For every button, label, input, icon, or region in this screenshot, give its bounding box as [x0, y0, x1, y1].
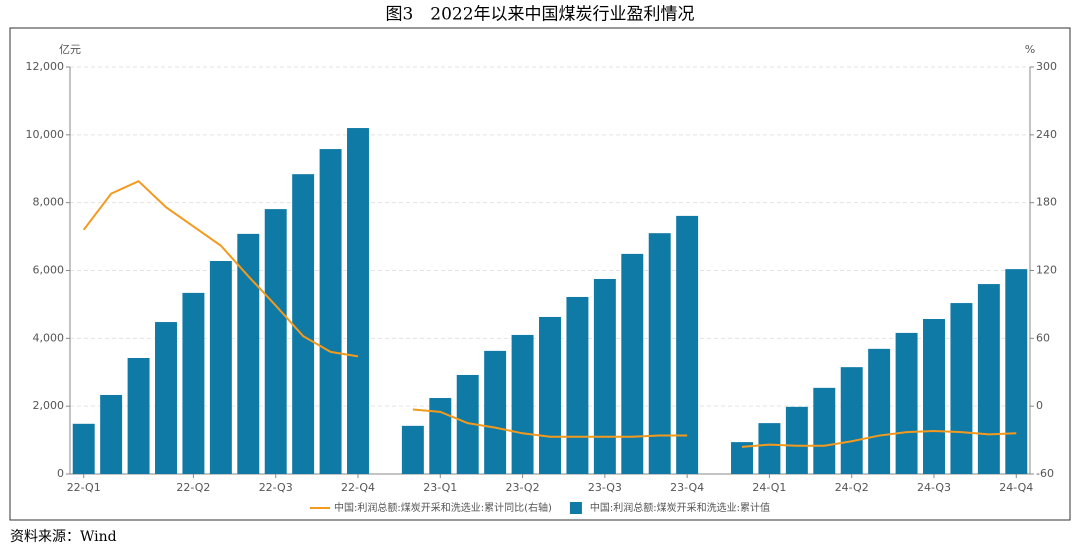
legend-label: 中国:利润总额:煤炭开采和洗选业:累计值 — [590, 501, 770, 514]
bar — [347, 128, 369, 475]
x-tick-label: 23-Q4 — [670, 481, 704, 494]
y2-tick-label: 120 — [1036, 264, 1057, 277]
chart-frame — [9, 27, 1071, 521]
bar — [401, 425, 424, 474]
bar — [484, 350, 507, 474]
bar — [840, 367, 863, 474]
bar — [429, 398, 452, 474]
y-tick-label: 6,000 — [33, 264, 65, 277]
y-tick-label: 2,000 — [33, 399, 65, 412]
x-tick-label: 22-Q3 — [259, 481, 293, 494]
source: 资料来源：Wind — [10, 529, 117, 545]
x-tick-label: 22-Q2 — [176, 481, 210, 494]
bar — [731, 442, 753, 474]
bar — [539, 316, 561, 474]
y2-tick-label: 300 — [1036, 60, 1057, 73]
y-tick-label: 4,000 — [33, 331, 65, 344]
bar — [895, 332, 918, 474]
x-tick-label: 22-Q4 — [341, 481, 375, 494]
y2-tick-label: 60 — [1036, 331, 1050, 344]
chart-title: 图3 2022年以来中国煤炭行业盈利情况 — [385, 5, 694, 25]
bar — [785, 406, 808, 474]
y2-tick-label: 180 — [1036, 196, 1057, 209]
y-tick-label: 12,000 — [26, 60, 65, 73]
bar — [72, 423, 95, 474]
bar — [1005, 269, 1028, 474]
x-tick-label: 24-Q3 — [917, 481, 951, 494]
bar — [621, 253, 644, 474]
bar — [209, 261, 232, 474]
bar — [593, 278, 616, 474]
bar — [237, 233, 260, 474]
bar — [511, 334, 534, 474]
bar — [813, 387, 836, 474]
bar — [319, 149, 342, 474]
y2-tick-label: 0 — [1036, 399, 1043, 412]
x-tick-label: 24-Q1 — [752, 481, 786, 494]
bar — [648, 233, 671, 474]
bar — [868, 348, 891, 474]
y2-tick-label: -60 — [1036, 467, 1054, 480]
bar — [264, 209, 287, 474]
bar — [676, 215, 699, 474]
x-tick-label: 23-Q1 — [423, 481, 457, 494]
bar — [566, 296, 589, 474]
bar — [182, 292, 205, 474]
legend-label: 中国:利润总额:煤炭开采和洗选业:累计同比(右轴) — [334, 501, 552, 514]
y-axis-unit: 亿元 — [59, 43, 81, 56]
y-tick-label: 0 — [57, 467, 64, 480]
bar — [758, 423, 781, 474]
y-tick-label: 8,000 — [33, 196, 65, 209]
bar — [155, 322, 177, 474]
bar — [292, 174, 315, 474]
x-tick-label: 23-Q2 — [506, 481, 540, 494]
bar — [100, 394, 123, 474]
bar — [950, 303, 973, 474]
y-tick-label: 10,000 — [26, 128, 65, 141]
bar — [127, 358, 150, 474]
x-tick-label: 22-Q1 — [67, 481, 101, 494]
x-tick-label: 23-Q3 — [588, 481, 622, 494]
bar — [977, 284, 1000, 474]
bar — [456, 374, 479, 474]
x-tick-label: 24-Q4 — [999, 481, 1033, 494]
x-tick-label: 24-Q2 — [835, 481, 869, 494]
line — [82, 179, 1017, 448]
bar — [923, 319, 945, 474]
y2-axis-unit: % — [1025, 43, 1035, 56]
y2-tick-label: 240 — [1036, 128, 1057, 141]
legend-swatch — [569, 502, 582, 514]
